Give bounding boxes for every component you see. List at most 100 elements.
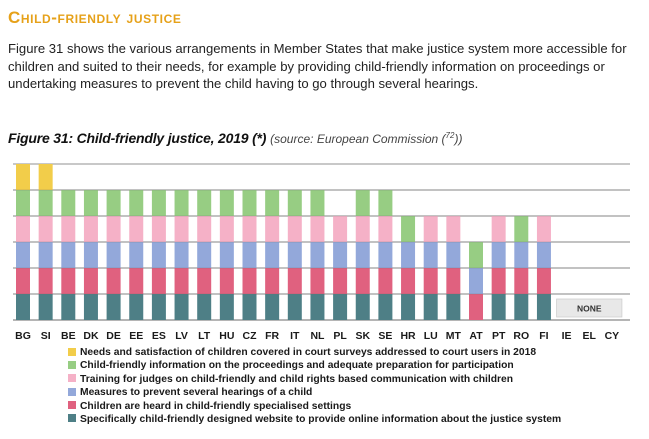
bar-segment (355, 216, 370, 242)
bar-segment (242, 190, 257, 216)
x-tick-label: CZ (243, 330, 258, 342)
bar-segment (536, 294, 551, 320)
bar-segment (83, 242, 98, 268)
bar-segment (151, 242, 166, 268)
bar-segment (38, 190, 53, 216)
bar-segment (174, 190, 189, 216)
bar-segment (378, 190, 393, 216)
legend-item: Training for judges on child-friendly an… (68, 373, 561, 386)
legend-label: Specifically child-friendly designed web… (80, 413, 562, 425)
figure-title: Figure 31: Child-friendly justice, 2019 … (8, 130, 462, 146)
bar-segment (106, 216, 121, 242)
x-tick-label: PT (492, 330, 506, 342)
bar-segment (514, 294, 529, 320)
figure-source-text: (source: European Commission ( (270, 132, 446, 146)
bar-segment (197, 294, 212, 320)
bar-segment (219, 294, 234, 320)
x-tick-label: BE (61, 330, 76, 342)
legend-label: Training for judges on child-friendly an… (80, 373, 514, 385)
x-tick-label: IE (562, 330, 572, 342)
legend-swatch (68, 374, 76, 383)
bar-segment (355, 190, 370, 216)
chart-legend: Needs and satisfaction of children cover… (68, 346, 561, 426)
bar-segment (61, 294, 76, 320)
x-tick-label: IT (290, 330, 300, 342)
bar-segment (16, 242, 30, 268)
x-tick-label: SI (41, 330, 51, 342)
bar-segment (38, 268, 53, 294)
bar-segment (401, 268, 416, 294)
bar-segment (446, 294, 461, 320)
bar-segment (333, 268, 348, 294)
bar-segment (446, 242, 461, 268)
legend-swatch (68, 401, 76, 410)
bar-segment (242, 294, 257, 320)
legend-swatch (68, 387, 76, 396)
section-heading: Child-friendly justice (8, 8, 182, 27)
bar-segment (469, 268, 483, 294)
legend-swatch (68, 360, 76, 369)
bar-segment (265, 268, 280, 294)
bar-segment (197, 268, 212, 294)
bar-segment (38, 216, 53, 242)
bar-segment (265, 242, 280, 268)
intro-paragraph: Figure 31 shows the various arrangements… (8, 41, 627, 91)
bar-segment (423, 294, 438, 320)
bar-segment (129, 242, 144, 268)
x-tick-label: LV (175, 330, 188, 342)
bar-segment (174, 216, 189, 242)
bar-segment (174, 268, 189, 294)
bar-segment (16, 294, 30, 320)
bar-segment (16, 164, 30, 190)
bar-segment (536, 216, 551, 242)
bar-segment (265, 294, 280, 320)
x-tick-label: NL (310, 330, 325, 342)
none-annotation-label: NONE (577, 304, 602, 314)
bar-segment (16, 216, 30, 242)
bar-segment (151, 216, 166, 242)
bar-segment (423, 242, 438, 268)
legend-item: Child-friendly information on the procee… (68, 359, 561, 372)
bar-segment (219, 216, 234, 242)
bar-segment (491, 268, 506, 294)
figure-source-close: )) (454, 132, 463, 146)
figure-title-main: Figure 31: Child-friendly justice, 2019 … (8, 130, 267, 146)
bar-segment (219, 242, 234, 268)
bar-segment (491, 242, 506, 268)
bar-segment (16, 268, 30, 294)
legend-item: Needs and satisfaction of children cover… (68, 346, 561, 359)
bar-segment (106, 242, 121, 268)
bar-segment (514, 242, 529, 268)
bar-segment (378, 242, 393, 268)
bar-segment (242, 216, 257, 242)
x-tick-label: ES (152, 330, 166, 342)
x-tick-label: LT (198, 330, 211, 342)
bar-segment (536, 268, 551, 294)
bar-segment (536, 242, 551, 268)
bar-segment (61, 190, 76, 216)
legend-swatch (68, 414, 76, 423)
bar-segment (401, 242, 416, 268)
bar-segment (378, 294, 393, 320)
x-tick-label: CY (605, 330, 620, 342)
bar-segment (491, 216, 506, 242)
x-tick-label: BG (15, 330, 31, 342)
x-tick-label: SK (355, 330, 370, 342)
bar-segment (38, 242, 53, 268)
bar-segment (514, 216, 529, 242)
bar-segment (61, 242, 76, 268)
bar-segment (219, 268, 234, 294)
x-tick-label: HR (400, 330, 416, 342)
bar-segment (287, 268, 302, 294)
bar-segment (333, 216, 348, 242)
bar-segment (310, 190, 325, 216)
bar-segment (333, 294, 348, 320)
bar-segment (310, 294, 325, 320)
x-tick-label: SE (378, 330, 392, 342)
bar-segment (265, 190, 280, 216)
legend-label: Children are heard in child-friendly spe… (80, 400, 352, 412)
bar-segment (287, 294, 302, 320)
bar-segment (151, 294, 166, 320)
legend-label: Child-friendly information on the procee… (80, 360, 514, 372)
bar-segment (287, 190, 302, 216)
